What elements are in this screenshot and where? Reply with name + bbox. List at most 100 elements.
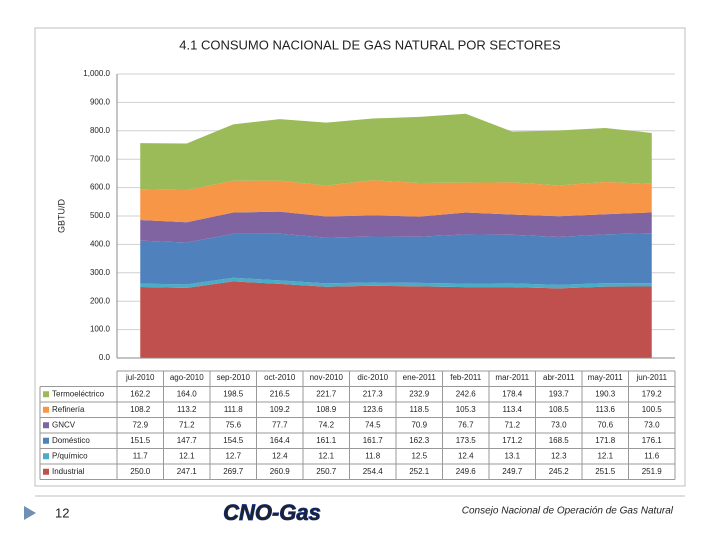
x-tick-label: nov-2010 xyxy=(310,373,344,382)
legend-swatch xyxy=(43,468,49,475)
table-value: 161.7 xyxy=(363,436,384,445)
table-value: 247.1 xyxy=(177,467,198,476)
chart-title: 4.1 CONSUMO NACIONAL DE GAS NATURAL POR … xyxy=(179,37,561,52)
table-value: 173.5 xyxy=(456,436,477,445)
table-value: 178.4 xyxy=(502,389,523,398)
table-value: 113.6 xyxy=(596,405,616,414)
x-tick-label: feb-2011 xyxy=(450,373,482,382)
y-tick-label: 600.0 xyxy=(90,183,111,192)
y-tick-label: 700.0 xyxy=(90,154,111,163)
table-value: 151.5 xyxy=(130,436,151,445)
table-value: 162.2 xyxy=(130,389,151,398)
table-value: 100.5 xyxy=(642,405,663,414)
y-tick-label: 100.0 xyxy=(90,325,111,334)
table-value: 250.7 xyxy=(316,467,337,476)
table-value: 11.7 xyxy=(133,451,149,460)
table-value: 168.5 xyxy=(549,436,570,445)
table-value: 12.1 xyxy=(179,451,195,460)
legend-swatch xyxy=(43,422,49,429)
legend-label: Refinería xyxy=(52,405,85,414)
table-value: 251.9 xyxy=(642,467,663,476)
table-value: 217.3 xyxy=(363,389,384,398)
table-value: 162.3 xyxy=(409,436,430,445)
y-tick-label: 400.0 xyxy=(90,240,111,249)
table-value: 11.8 xyxy=(365,451,381,460)
table-value: 190.3 xyxy=(595,389,616,398)
table-value: 12.1 xyxy=(597,451,613,460)
y-tick-label: 900.0 xyxy=(90,98,111,107)
legend-label: Termoeléctrico xyxy=(52,389,105,398)
table-value: 154.5 xyxy=(223,436,244,445)
table-value: 12.3 xyxy=(551,451,567,460)
table-value: 12.4 xyxy=(458,451,474,460)
table-value: 164.0 xyxy=(177,389,198,398)
legend-label: P/químico xyxy=(52,451,88,460)
table-value: 147.7 xyxy=(177,436,198,445)
x-tick-label: abr-2011 xyxy=(543,373,575,382)
table-value: 221.7 xyxy=(316,389,337,398)
table-value: 249.7 xyxy=(502,467,523,476)
table-value: 11.6 xyxy=(644,451,660,460)
table-value: 198.5 xyxy=(223,389,244,398)
table-value: 232.9 xyxy=(409,389,430,398)
table-value: 76.7 xyxy=(458,420,474,429)
x-tick-label: oct-2010 xyxy=(264,373,296,382)
table-value: 74.5 xyxy=(365,420,381,429)
x-tick-label: mar-2011 xyxy=(495,373,529,382)
table-value: 113.2 xyxy=(177,405,197,414)
legend-swatch xyxy=(43,437,49,444)
table-value: 108.5 xyxy=(549,405,570,414)
organization: Consejo Nacional de Operación de Gas Nat… xyxy=(462,506,674,517)
table-value: 72.9 xyxy=(132,420,148,429)
table-value: 12.5 xyxy=(411,451,427,460)
table-value: 164.4 xyxy=(270,436,291,445)
table-value: 118.5 xyxy=(410,405,430,414)
area xyxy=(140,281,652,358)
table-value: 108.9 xyxy=(316,405,337,414)
table-value: 269.7 xyxy=(223,467,244,476)
x-tick-label: sep-2010 xyxy=(217,373,251,382)
x-tick-label: ago-2010 xyxy=(170,373,204,382)
x-tick-label: jun-2011 xyxy=(635,373,667,382)
table-value: 109.2 xyxy=(270,405,291,414)
table-value: 171.8 xyxy=(595,436,616,445)
legend-label: Doméstico xyxy=(52,436,90,445)
y-tick-label: 200.0 xyxy=(90,296,111,305)
table-value: 73.0 xyxy=(551,420,567,429)
table-value: 216.5 xyxy=(270,389,291,398)
x-tick-label: jul-2010 xyxy=(125,373,155,382)
table-value: 111.8 xyxy=(224,405,243,414)
area xyxy=(140,233,652,285)
table-value: 108.2 xyxy=(130,405,151,414)
table-value: 254.4 xyxy=(363,467,384,476)
x-tick-label: dic-2010 xyxy=(357,373,388,382)
table-value: 171.2 xyxy=(502,436,523,445)
x-tick-label: ene-2011 xyxy=(403,373,437,382)
table-value: 176.1 xyxy=(642,436,663,445)
legend-label: GNCV xyxy=(52,420,76,429)
table-value: 179.2 xyxy=(642,389,663,398)
table-value: 70.6 xyxy=(597,420,613,429)
legend-swatch xyxy=(43,453,49,460)
table-value: 260.9 xyxy=(270,467,291,476)
table-value: 77.7 xyxy=(272,420,288,429)
y-tick-label: 300.0 xyxy=(90,268,111,277)
table-value: 250.0 xyxy=(130,467,151,476)
table-value: 12.7 xyxy=(225,451,241,460)
table-value: 12.1 xyxy=(318,451,334,460)
bullet-icon xyxy=(24,506,36,520)
legend-swatch xyxy=(43,391,49,398)
area xyxy=(140,113,652,191)
table-value: 252.1 xyxy=(409,467,430,476)
table-value: 161.1 xyxy=(316,436,337,445)
y-tick-label: 0.0 xyxy=(99,353,111,362)
table-value: 13.1 xyxy=(504,451,520,460)
table-value: 73.0 xyxy=(644,420,660,429)
table-value: 193.7 xyxy=(549,389,570,398)
x-tick-label: may-2011 xyxy=(588,373,624,382)
table-value: 71.2 xyxy=(504,420,520,429)
area xyxy=(140,277,652,289)
table-value: 105.3 xyxy=(456,405,477,414)
y-tick-label: 500.0 xyxy=(90,211,111,220)
